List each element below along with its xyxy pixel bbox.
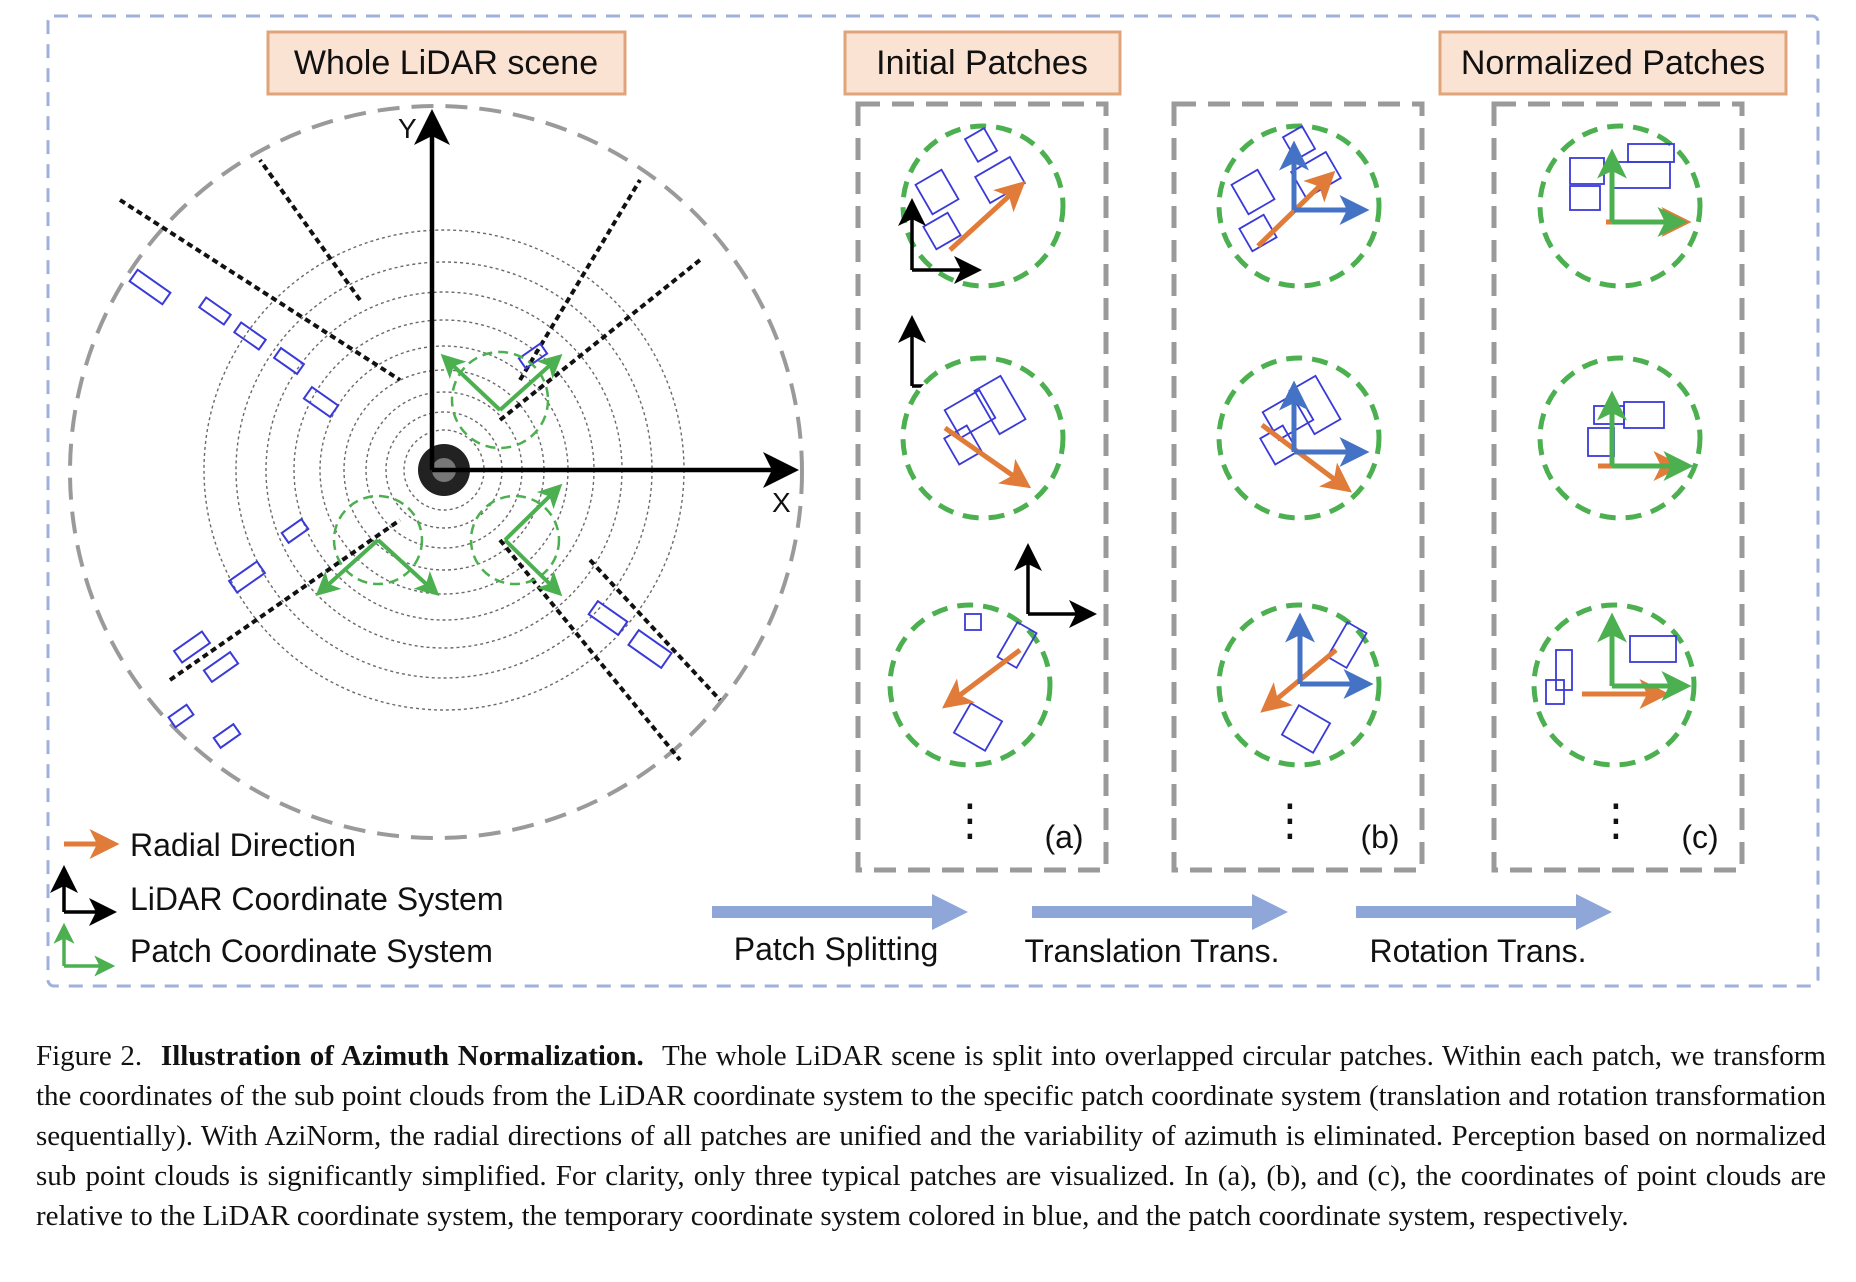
step-rotation-label: Rotation Trans. [1370, 933, 1587, 969]
legend-radial-direction-label: Radial Direction [130, 827, 356, 863]
header-initial-patches: Initial Patches [843, 30, 1122, 96]
patch-c2 [1537, 355, 1703, 521]
panel-c-label: (c) [1681, 819, 1718, 855]
header-whole-scene-label: Whole LiDAR scene [294, 44, 598, 82]
axis-y-label: Y [398, 113, 417, 144]
step-rotation: Rotation Trans. [1356, 894, 1612, 969]
legend-lidar-coordinate-system: LiDAR Coordinate System [50, 865, 503, 926]
legend-lidar-coordinate-system-label: LiDAR Coordinate System [130, 881, 503, 917]
vehicle-boxes [128, 268, 673, 750]
header-whole-scene: Whole LiDAR scene [266, 30, 627, 96]
patch-a1 [898, 123, 1066, 289]
header-normalized-patches: Normalized Patches [1438, 30, 1788, 96]
patch-c3 [1531, 602, 1697, 768]
step-patch-splitting: Patch Splitting [712, 894, 968, 967]
step-patch-splitting-label: Patch Splitting [734, 931, 939, 967]
patch-a2 [900, 355, 1066, 521]
lidar-axes [414, 109, 799, 488]
panel-b-ellipsis: ⋮ [1268, 796, 1312, 845]
patch-c1 [1537, 123, 1703, 289]
lidar-scene: Y X [68, 104, 804, 840]
caption-figure-number: Figure 2. [36, 1040, 143, 1072]
patch-a3 [887, 602, 1053, 768]
figure-caption: Figure 2. Illustration of Azimuth Normal… [36, 1036, 1826, 1236]
panel-a-label: (a) [1044, 819, 1083, 855]
legend-patch-coordinate-system: Patch Coordinate System [53, 922, 493, 977]
step-translation-label: Translation Trans. [1025, 933, 1280, 969]
patch-b3 [1216, 602, 1382, 768]
panel-c-patches [1531, 123, 1703, 768]
patch-b1 [1216, 123, 1382, 289]
outer-frame [46, 14, 1820, 988]
panel-c-frame [1491, 101, 1745, 873]
header-initial-patches-label: Initial Patches [876, 44, 1088, 82]
figure-diagram: Whole LiDAR scene Initial Patches Normal… [46, 14, 1820, 988]
road-edges [118, 158, 722, 762]
lidar-scene-boundary [68, 104, 804, 840]
panel-b-frame [1171, 101, 1425, 873]
legend-radial-direction: Radial Direction [64, 827, 356, 863]
scene-patch-circles [332, 350, 561, 586]
panel-c-ellipsis: ⋮ [1594, 796, 1638, 845]
scene-patch-axes [315, 353, 563, 597]
legend: Radial Direction LiDAR Coordinate System… [50, 827, 503, 977]
panel-a-patches [887, 123, 1097, 768]
axis-x-label: X [772, 487, 791, 518]
caption-text: The whole LiDAR scene is split into over… [36, 1040, 1826, 1232]
step-translation: Translation Trans. [1025, 894, 1288, 969]
panel-b-label: (b) [1360, 819, 1399, 855]
header-normalized-patches-label: Normalized Patches [1461, 44, 1765, 82]
legend-patch-coordinate-system-label: Patch Coordinate System [130, 933, 493, 969]
panel-a-frame [855, 101, 1109, 873]
patch-b2 [1216, 355, 1382, 521]
panel-b-patches [1216, 123, 1382, 768]
caption-title: Illustration of Azimuth Normalization. [160, 1040, 644, 1072]
panel-a-ellipsis: ⋮ [948, 796, 992, 845]
